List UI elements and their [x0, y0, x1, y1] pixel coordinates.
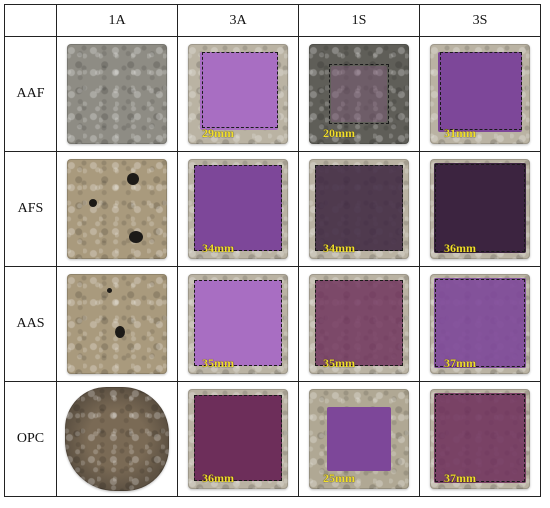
specimen-photo: [67, 44, 167, 144]
stain-area: [194, 280, 282, 366]
stain-area: [200, 52, 278, 130]
col-header-1S: 1S: [298, 4, 420, 37]
dashed-boundary: [435, 164, 525, 252]
stain-area: [438, 52, 522, 132]
depth-label: 34mm: [202, 241, 234, 255]
dashed-boundary: [435, 279, 525, 367]
corner-cell: [4, 4, 57, 37]
stain-area: [434, 163, 526, 253]
sample-cell: 35mm: [298, 266, 420, 382]
stain-area: [327, 407, 391, 471]
specimen-photo: [430, 44, 530, 144]
specimen-photo: [188, 389, 288, 489]
stain-area: [315, 280, 403, 366]
dashed-boundary: [202, 52, 278, 128]
specimen-photo: [65, 387, 169, 491]
depth-label: 36mm: [444, 241, 476, 255]
void-hole: [115, 326, 125, 338]
specimen-photo: [188, 44, 288, 144]
dashed-boundary: [440, 52, 522, 130]
dashed-boundary: [194, 280, 282, 366]
depth-label: 25mm: [323, 471, 355, 485]
dashed-boundary: [315, 165, 403, 251]
col-header-1A: 1A: [56, 4, 178, 37]
specimen-photo: [430, 274, 530, 374]
void-hole: [89, 199, 97, 207]
specimen-photo: [430, 389, 530, 489]
depth-label: 37mm: [444, 356, 476, 370]
specimen-photo: [309, 159, 409, 259]
depth-label: 31mm: [444, 126, 476, 140]
depth-label: 34mm: [323, 241, 355, 255]
row-label-afs: AFS: [4, 151, 57, 267]
row-label-aas: AAS: [4, 266, 57, 382]
stain-area: [331, 66, 387, 122]
void-hole: [107, 288, 112, 293]
col-header-3S: 3S: [419, 4, 541, 37]
stain-area: [315, 165, 403, 251]
sample-cell: 36mm: [177, 381, 299, 497]
row-label-aaf: AAF: [4, 36, 57, 152]
row-aaf: AAF 29mm 20mm: [4, 36, 541, 152]
sample-cell: 35mm: [177, 266, 299, 382]
sample-grid: 1A 3A 1S 3S AAF 29mm: [4, 4, 541, 497]
sample-cell: 31mm: [419, 36, 541, 152]
specimen-photo: [67, 274, 167, 374]
specimen-photo: [309, 389, 409, 489]
sample-cell: 20mm: [298, 36, 420, 152]
header-row: 1A 3A 1S 3S: [4, 4, 541, 37]
row-label-opc: OPC: [4, 381, 57, 497]
specimen-photo: [309, 44, 409, 144]
depth-label: 20mm: [323, 126, 355, 140]
stain-area: [434, 278, 526, 368]
specimen-photo: [430, 159, 530, 259]
specimen-photo: [188, 274, 288, 374]
dashed-boundary: [435, 394, 525, 482]
sample-cell: [56, 381, 178, 497]
stain-area: [194, 395, 282, 481]
row-opc: OPC 36mm 25mm: [4, 381, 541, 497]
dashed-boundary: [329, 64, 389, 124]
dashed-boundary: [194, 395, 282, 481]
depth-label: 36mm: [202, 471, 234, 485]
dashed-boundary: [194, 165, 282, 251]
depth-label: 29mm: [202, 126, 234, 140]
sample-cell: 34mm: [298, 151, 420, 267]
row-afs: AFS 34mm 34mm: [4, 151, 541, 267]
specimen-photo: [309, 274, 409, 374]
sample-cell: 25mm: [298, 381, 420, 497]
void-hole: [129, 231, 143, 243]
row-aas: AAS 35mm 35mm: [4, 266, 541, 382]
sample-cell: 29mm: [177, 36, 299, 152]
sample-cell: 37mm: [419, 266, 541, 382]
specimen-photo: [188, 159, 288, 259]
specimen-photo: [67, 159, 167, 259]
sample-cell: 34mm: [177, 151, 299, 267]
stain-area: [434, 393, 526, 483]
sample-cell: [56, 266, 178, 382]
sample-cell: [56, 151, 178, 267]
depth-label: 35mm: [323, 356, 355, 370]
stain-area: [194, 165, 282, 251]
sample-cell: 37mm: [419, 381, 541, 497]
depth-label: 35mm: [202, 356, 234, 370]
dashed-boundary: [315, 280, 403, 366]
depth-label: 37mm: [444, 471, 476, 485]
col-header-3A: 3A: [177, 4, 299, 37]
sample-cell: 36mm: [419, 151, 541, 267]
void-hole: [127, 173, 139, 185]
sample-cell: [56, 36, 178, 152]
